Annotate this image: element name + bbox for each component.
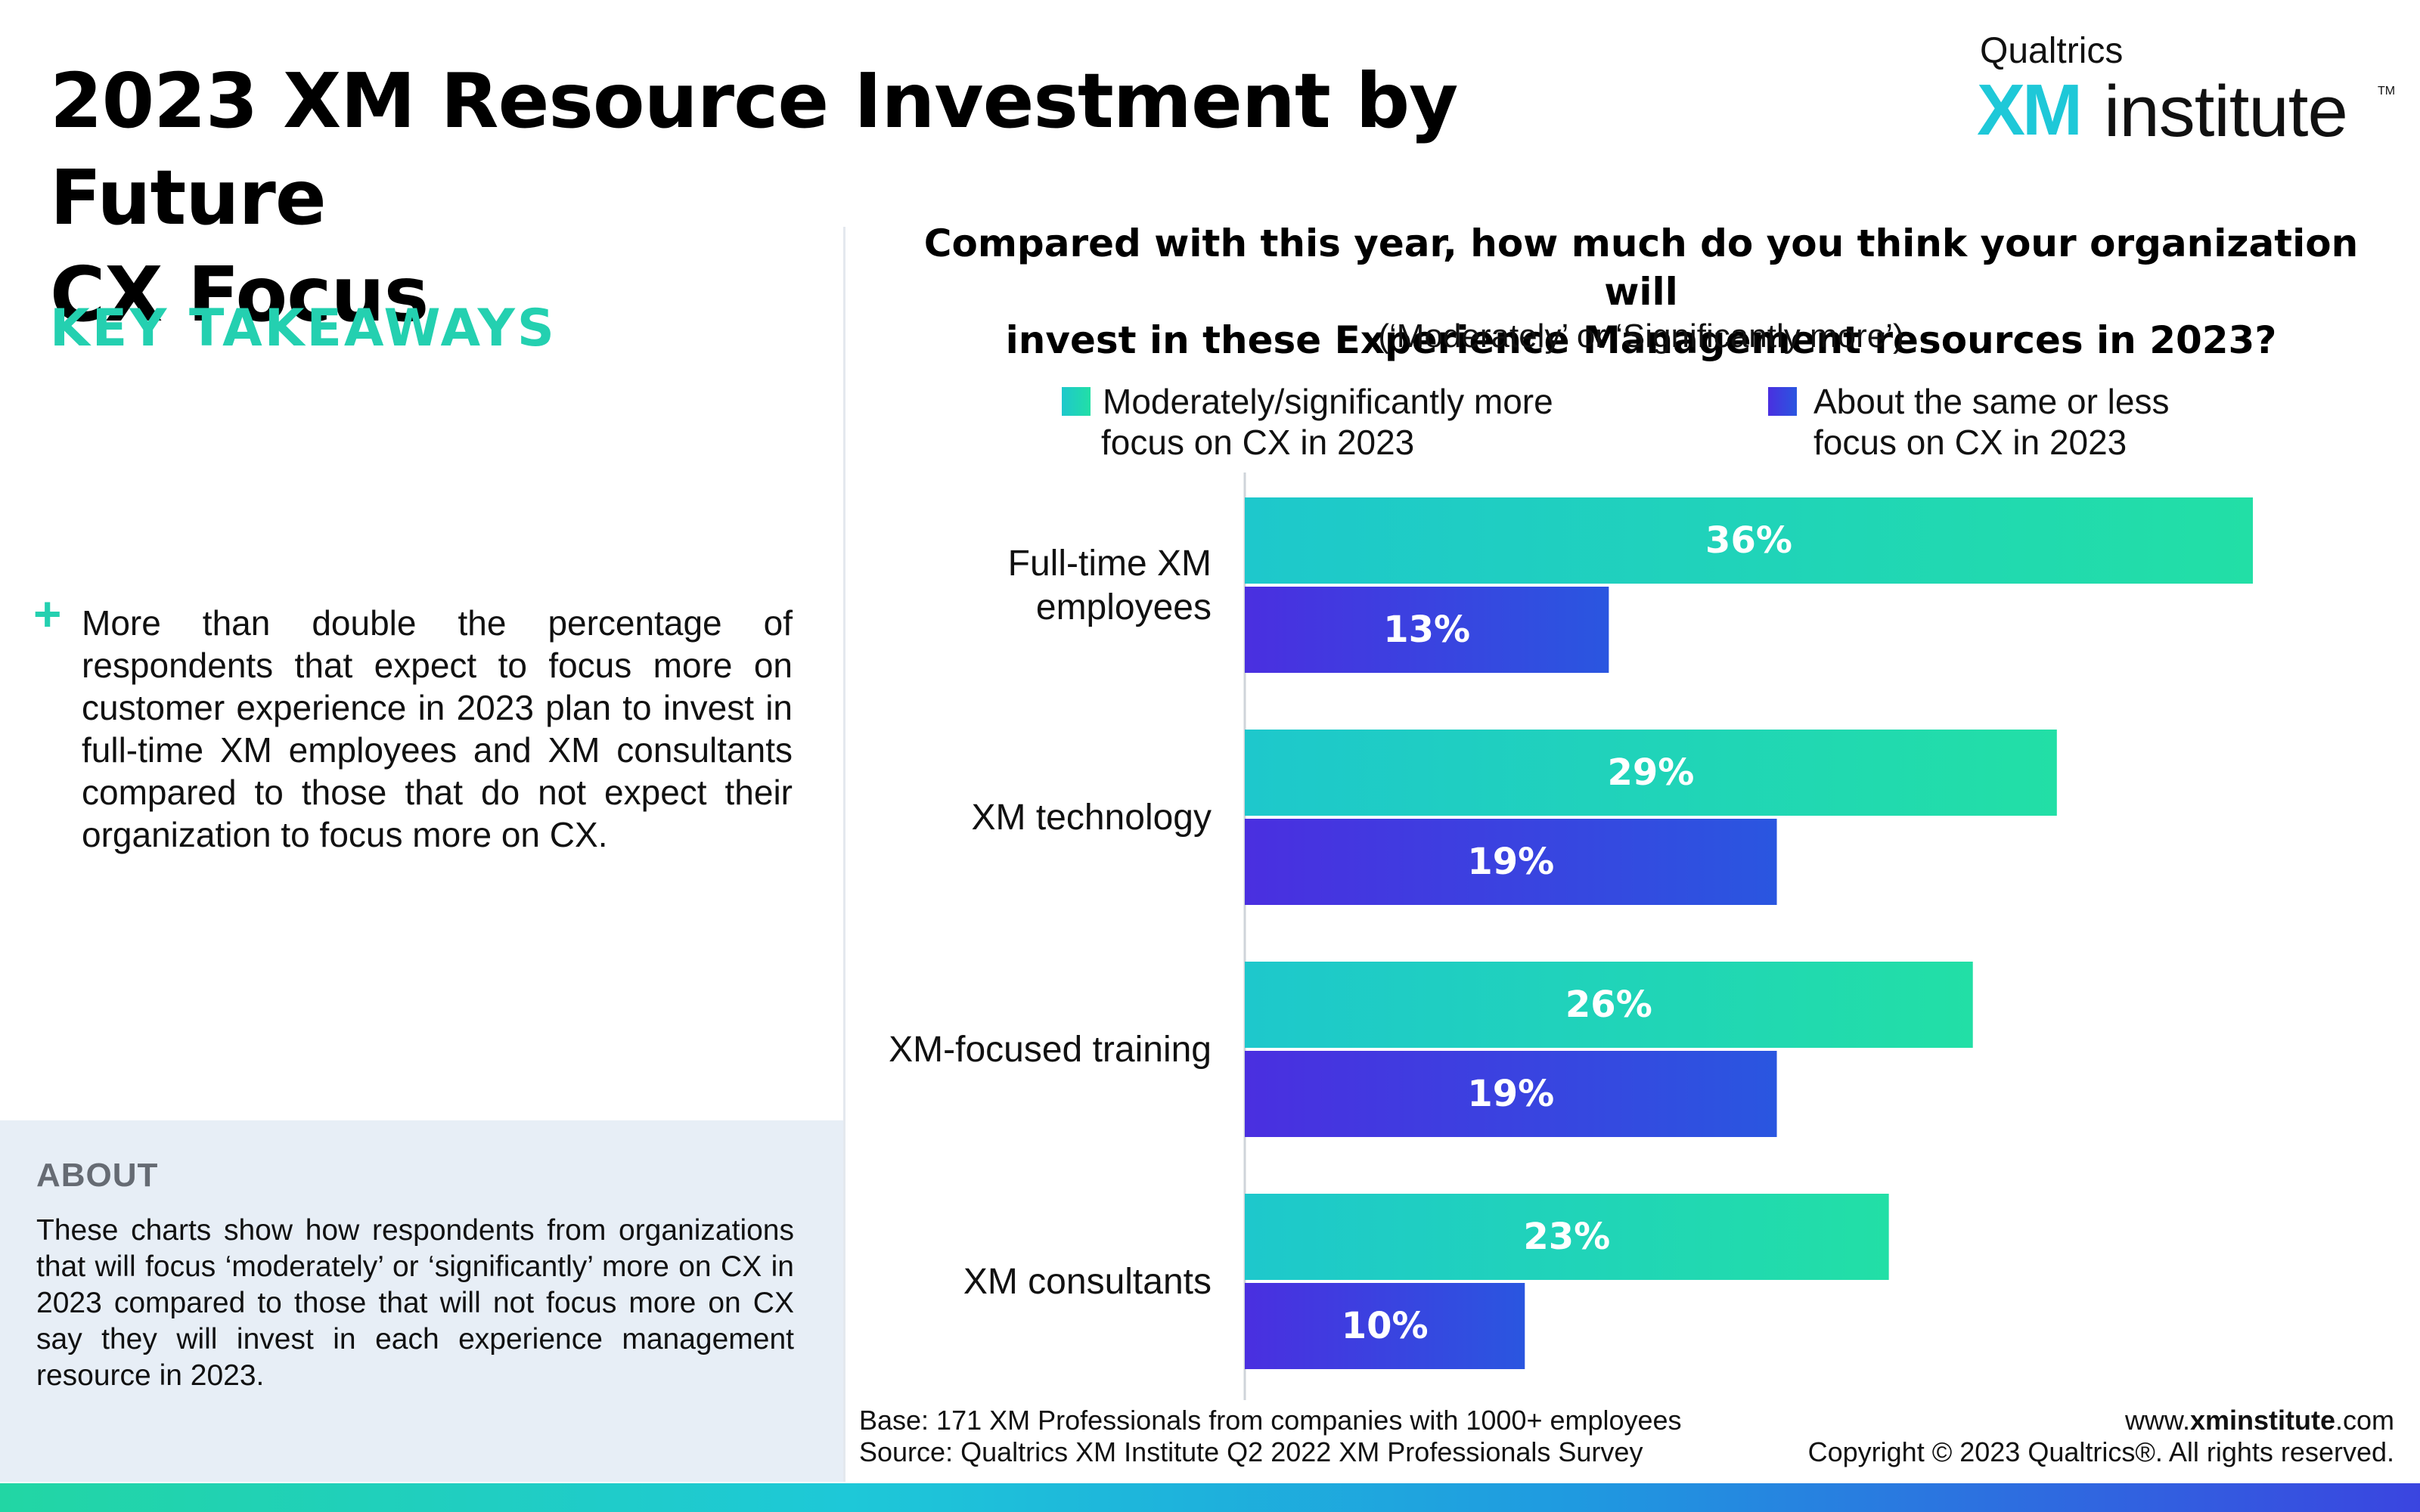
chart-title-line-2: invest in these Experience Management re… — [1005, 318, 2277, 362]
category-label-0-line-0: Full-time XM — [1008, 544, 1212, 584]
column-divider — [843, 227, 845, 1482]
bar-same-or-less-1 — [1245, 819, 1777, 905]
legend-label-more-focus-line-1: Moderately/significantly more — [1103, 382, 1553, 421]
legend-label-same-or-less-line-2: focus on CX in 2023 — [1813, 423, 2127, 462]
footer-url-bold: xminstitute — [2189, 1405, 2335, 1436]
category-label-3-line-0: XM consultants — [963, 1262, 1212, 1302]
legend-label-more-focus-line-2: focus on CX in 2023 — [1101, 423, 1415, 462]
about-text: These charts show how respondents from o… — [36, 1214, 794, 1392]
data-label-same-or-less-0: 13% — [1383, 609, 1470, 651]
logo-xm: XM — [1977, 70, 2083, 150]
key-takeaways-heading: KEY TAKEAWAYS — [50, 299, 557, 358]
bar-more-focus-1 — [1245, 730, 2057, 816]
data-label-more-focus-1: 29% — [1607, 751, 1694, 794]
logo-trademark: TM — [2378, 85, 2396, 98]
footer-base: Base: 171 XM Professionals from companie… — [859, 1405, 1682, 1436]
legend-swatch-same-or-less — [1768, 387, 1797, 416]
plus-icon: + — [33, 587, 62, 641]
about-panel: ABOUT These charts show how respondents … — [0, 1120, 843, 1482]
page-title: 2023 XM Resource Investment by Future CX… — [50, 53, 1714, 343]
data-label-more-focus-3: 23% — [1523, 1216, 1610, 1258]
legend-label-same-or-less: About the same or less focus on CX in 20… — [1813, 381, 2169, 463]
footer-url: www.xminstitute.com — [1808, 1405, 2394, 1436]
data-label-same-or-less-1: 19% — [1467, 841, 1554, 883]
data-label-more-focus-0: 36% — [1705, 519, 1792, 562]
takeaway-text: More than double the percentage of respo… — [82, 603, 793, 854]
data-label-more-focus-2: 26% — [1565, 984, 1652, 1026]
bar-more-focus-3 — [1245, 1194, 1889, 1280]
bar-same-or-less-0 — [1245, 587, 1609, 673]
category-label-2-line-0: XM-focused training — [889, 1030, 1212, 1070]
bar-more-focus-0 — [1245, 497, 2253, 584]
legend-label-more-focus: Moderately/significantly more focus on C… — [1101, 381, 1553, 463]
qualtrics-xm-institute-logo: Qualtrics XM institute TM — [1977, 30, 2400, 150]
chart-subtitle: (‘Moderately’ or ‘Significantly more’) — [1378, 318, 1904, 355]
logo-institute: institute — [2104, 71, 2348, 152]
data-label-same-or-less-2: 19% — [1467, 1073, 1554, 1115]
category-label-1-line-0: XM technology — [971, 798, 1212, 838]
footer-source-line: Source: Qualtrics XM Institute Q2 2022 X… — [859, 1436, 1643, 1467]
bar-same-or-less-2 — [1245, 1051, 1777, 1137]
footer-url-suffix: .com — [2335, 1405, 2394, 1436]
legend-label-same-or-less-line-1: About the same or less — [1813, 382, 2170, 421]
data-label-same-or-less-3: 10% — [1342, 1305, 1429, 1347]
about-heading: ABOUT — [36, 1157, 159, 1194]
chart-title-line-1: Compared with this year, how much do you… — [923, 222, 2359, 314]
legend-swatch-more-focus — [1062, 387, 1091, 416]
chart-title: Compared with this year, how much do you… — [885, 219, 2397, 364]
footer-copyright: www.xminstitute.com Copyright © 2023 Qua… — [1808, 1405, 2394, 1468]
bar-more-focus-2 — [1245, 962, 1973, 1048]
footer-copyright-line: Copyright © 2023 Qualtrics®. All rights … — [1807, 1436, 2394, 1467]
footer-source: Base: 171 XM Professionals from companie… — [859, 1405, 1682, 1468]
category-label-0-line-1: employees — [1036, 587, 1212, 627]
footer-url-prefix: www. — [2124, 1405, 2190, 1436]
bar-same-or-less-3 — [1245, 1283, 1525, 1369]
logo-brand: Qualtrics — [1980, 31, 2124, 71]
bottom-gradient-bar — [0, 1483, 2420, 1512]
page-title-line-2: CX Focus — [50, 250, 429, 339]
page-title-line-1: 2023 XM Resource Investment by Future — [50, 57, 1458, 242]
